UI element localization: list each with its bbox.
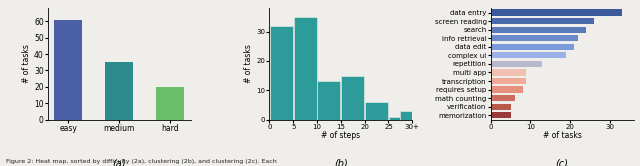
Bar <box>491 35 578 41</box>
Bar <box>491 69 527 76</box>
Bar <box>365 102 388 120</box>
Bar <box>491 86 522 93</box>
Bar <box>491 78 527 84</box>
Bar <box>491 52 566 58</box>
X-axis label: # of steps: # of steps <box>321 131 360 140</box>
Text: Figure 2: Heat map, sorted by difficulty (2a), clustering (2b), and clustering (: Figure 2: Heat map, sorted by difficulty… <box>6 159 277 164</box>
Bar <box>317 82 340 120</box>
Bar <box>491 61 542 67</box>
Bar <box>341 76 364 120</box>
Bar <box>388 117 400 120</box>
Bar <box>54 20 83 120</box>
Bar <box>491 112 511 118</box>
Bar <box>491 95 515 101</box>
Y-axis label: # of tasks: # of tasks <box>244 44 253 83</box>
Text: (b): (b) <box>334 158 348 166</box>
Y-axis label: # of tasks: # of tasks <box>22 44 31 83</box>
Bar <box>294 17 317 120</box>
Bar <box>106 62 133 120</box>
Bar <box>401 111 412 120</box>
Bar <box>269 26 293 120</box>
Bar <box>491 27 586 33</box>
Bar <box>491 18 594 24</box>
Bar <box>491 104 511 110</box>
Bar <box>156 87 184 120</box>
Text: (c): (c) <box>556 158 568 166</box>
X-axis label: # of tasks: # of tasks <box>543 131 582 140</box>
Text: (a): (a) <box>113 158 126 166</box>
Bar <box>491 9 621 16</box>
Bar <box>491 44 574 50</box>
